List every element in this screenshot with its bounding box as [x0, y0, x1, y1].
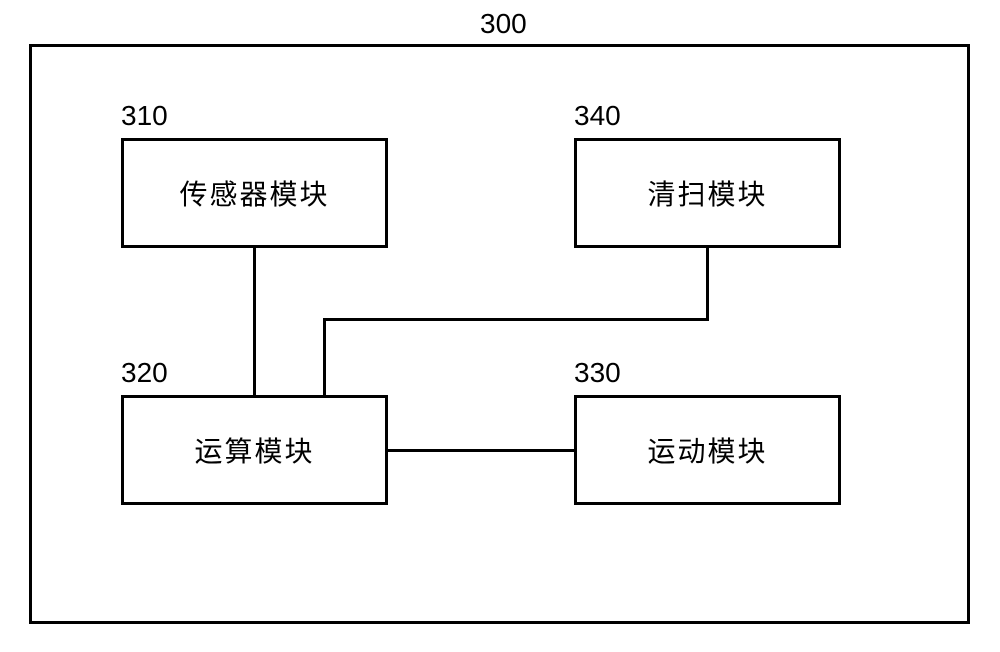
node-330: 运动模块 — [574, 395, 841, 505]
diagram-canvas: 300 310 传感器模块 340 清扫模块 320 运算模块 330 运动模块 — [0, 0, 1000, 652]
node-340: 清扫模块 — [574, 138, 841, 248]
outer-label: 300 — [480, 8, 527, 40]
node-310-ref: 310 — [121, 100, 168, 132]
edge-320-340-seg1 — [323, 318, 326, 395]
outer-box — [29, 44, 970, 624]
node-310-label: 传感器模块 — [179, 173, 329, 213]
node-330-label: 运动模块 — [647, 430, 767, 470]
node-340-label: 清扫模块 — [647, 173, 767, 213]
node-320-ref: 320 — [121, 357, 168, 389]
node-320: 运算模块 — [121, 395, 388, 505]
node-310: 传感器模块 — [121, 138, 388, 248]
node-340-ref: 340 — [574, 100, 621, 132]
edge-320-330 — [388, 449, 574, 452]
edge-310-320 — [253, 248, 256, 395]
node-330-ref: 330 — [574, 357, 621, 389]
edge-320-340-seg2 — [323, 318, 709, 321]
node-320-label: 运算模块 — [194, 430, 314, 470]
edge-320-340-seg3 — [706, 248, 709, 321]
